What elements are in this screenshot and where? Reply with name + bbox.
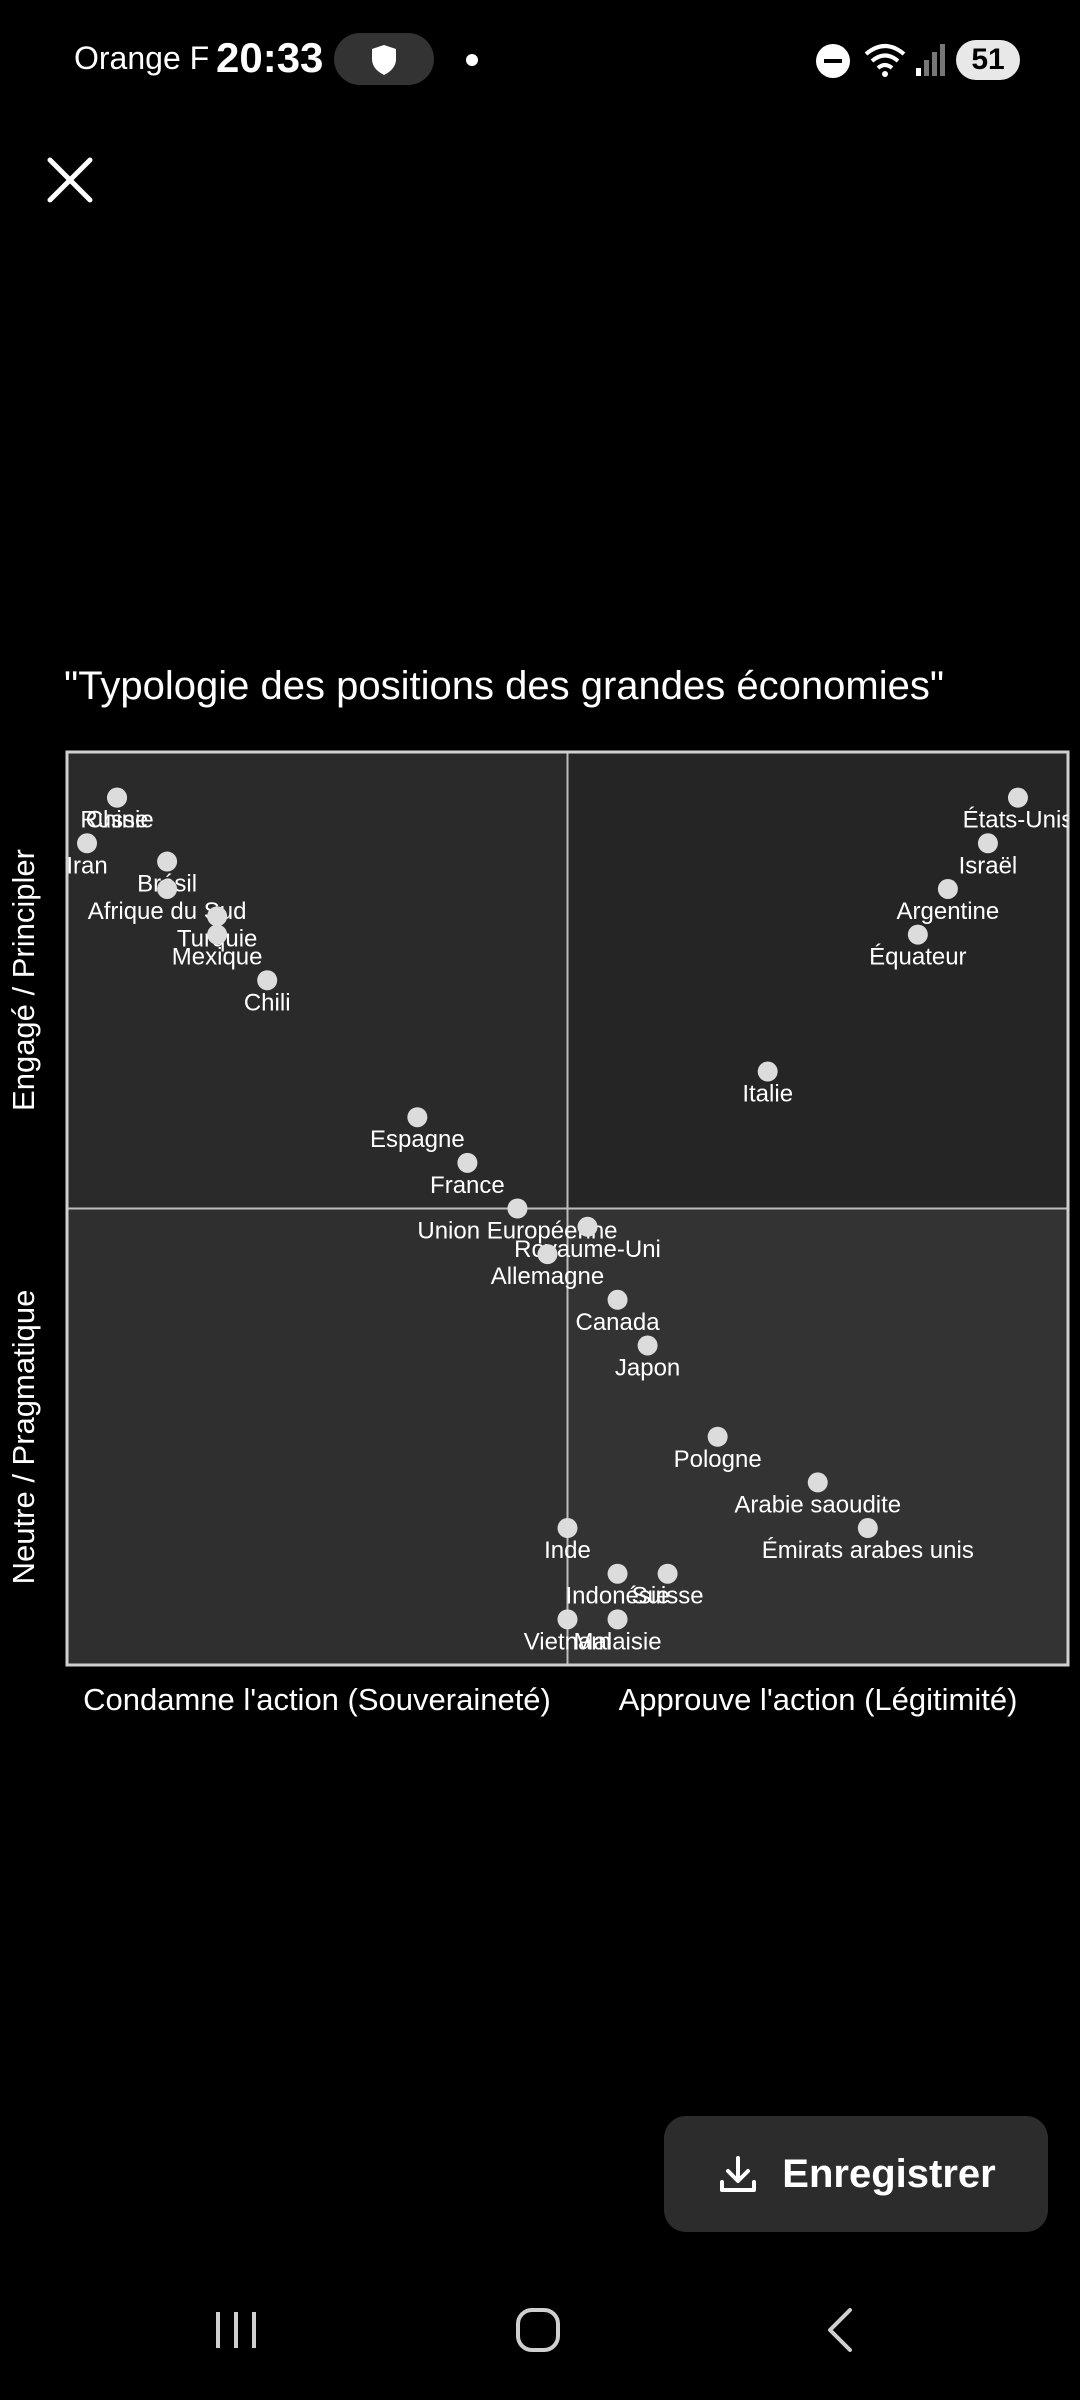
status-bar: Orange F 20:33 51 (0, 0, 1080, 120)
status-time: 20:33 (216, 34, 324, 81)
battery-icon: 51 (956, 40, 1020, 80)
data-point-label: Argentine (897, 898, 1000, 925)
data-point-label: Vietnam (524, 1628, 612, 1655)
data-point (577, 1216, 598, 1237)
data-point-label: Malaisie (574, 1628, 662, 1655)
data-point (607, 1563, 628, 1584)
chart-title: "Typologie des positions des grandes éco… (64, 664, 945, 708)
data-point (977, 833, 998, 854)
data-point (637, 1335, 658, 1356)
data-point (157, 878, 178, 899)
data-point (107, 787, 128, 808)
data-point-label: Chine (86, 807, 149, 834)
navigation-bar (0, 2280, 1080, 2380)
quadrant-top-left (67, 752, 568, 1209)
close-icon (47, 157, 93, 203)
data-point (257, 970, 278, 991)
quadrant-bottom-left (67, 1208, 568, 1665)
data-point-label: Équateur (869, 944, 966, 971)
data-point-label: Iran (66, 852, 107, 879)
data-point-label: Émirats arabes unis (762, 1537, 974, 1564)
data-point (77, 833, 98, 854)
data-point-label: États-Unis (963, 807, 1074, 834)
data-point-label: France (430, 1172, 505, 1199)
data-point-label: Allemagne (491, 1263, 604, 1290)
close-button[interactable] (40, 150, 100, 210)
data-point (757, 1061, 778, 1082)
y-axis-label-top: Engagé / Principler (6, 849, 41, 1111)
back-icon (828, 2308, 852, 2352)
data-point (607, 1289, 628, 1310)
data-point (1007, 787, 1028, 808)
plot-frame (65, 750, 1070, 1667)
data-point (807, 1472, 828, 1493)
save-button[interactable]: Enregistrer (664, 2116, 1048, 2232)
data-point (207, 906, 228, 927)
do-not-disturb-icon (816, 44, 850, 78)
data-point-label: Arabie saoudite (734, 1491, 901, 1518)
data-point (157, 851, 178, 872)
data-point-label: Mexique (172, 944, 263, 971)
data-point (507, 1198, 528, 1219)
data-point (557, 1518, 578, 1539)
data-point-label: Israël (959, 852, 1018, 879)
x-axis-label-right: Approuve l'action (Légitimité) (618, 1682, 1018, 1717)
dot-icon (466, 54, 478, 66)
recents-icon (216, 2312, 256, 2348)
quadrant-top-right (567, 752, 1068, 1209)
y-axis-label-bottom: Neutre / Pragmatique (6, 1289, 41, 1585)
wifi-icon (864, 44, 906, 77)
data-point-label: Chili (244, 989, 291, 1016)
data-point (907, 924, 928, 945)
recents-button[interactable] (176, 2280, 296, 2380)
data-point-label: Inde (544, 1537, 591, 1564)
data-point-label: Japon (615, 1354, 680, 1381)
data-point (707, 1426, 728, 1447)
data-point-label: Canada (576, 1309, 661, 1336)
vpn-indicator (334, 33, 434, 85)
data-point (207, 924, 228, 945)
data-point (607, 1609, 628, 1630)
back-button[interactable] (780, 2280, 900, 2380)
data-point (937, 878, 958, 899)
data-point-label: Russie (80, 807, 153, 834)
data-point-label: Indonésie (566, 1583, 670, 1610)
data-point-label: Espagne (370, 1126, 465, 1153)
data-point (657, 1563, 678, 1584)
data-point-label: Royaume-Uni (514, 1236, 661, 1263)
shield-icon (372, 45, 396, 75)
home-icon (516, 2308, 560, 2352)
quadrant-bottom-right (567, 1208, 1068, 1665)
data-point (407, 1107, 428, 1128)
data-point (457, 1152, 478, 1173)
download-icon (720, 2156, 757, 2192)
save-button-label: Enregistrer (782, 2151, 996, 2196)
data-point-label: Italie (742, 1081, 793, 1108)
data-points: ChineRussieIranBrésilAfrique du SudTurqu… (66, 787, 1074, 1655)
data-point-label: Pologne (674, 1446, 762, 1473)
x-axis-label-left: Condamne l'action (Souveraineté) (83, 1682, 551, 1717)
carrier-name: Orange F (74, 40, 210, 76)
data-point (537, 1244, 558, 1265)
data-point (857, 1518, 878, 1539)
data-point (557, 1609, 578, 1630)
home-button[interactable] (478, 2280, 598, 2380)
data-point-label: Suisse (632, 1583, 704, 1610)
signal-icon (916, 44, 945, 76)
